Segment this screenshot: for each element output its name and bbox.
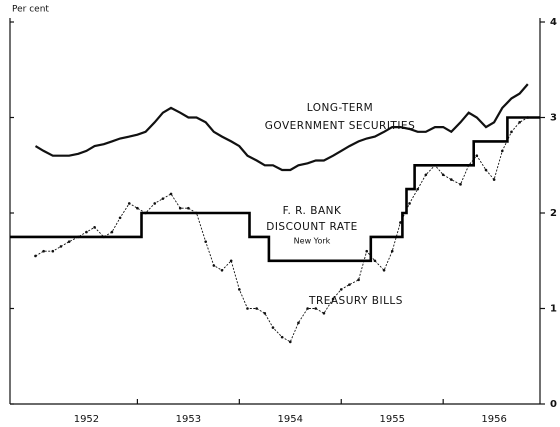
- bills-point: [220, 269, 224, 272]
- bills-point: [51, 249, 55, 253]
- x-tick-label: 1953: [176, 414, 201, 425]
- bills-point: [187, 206, 190, 210]
- bills-point: [42, 249, 45, 253]
- bills-point: [475, 154, 479, 157]
- bills-point: [510, 130, 513, 134]
- bills-point: [492, 178, 496, 181]
- bills-point: [331, 297, 335, 301]
- bills-point: [280, 335, 284, 339]
- bills-point: [161, 197, 165, 200]
- bills-point: [93, 226, 96, 229]
- y-tick-label: 1: [550, 304, 557, 315]
- bills-point: [178, 206, 182, 210]
- y-axis-label: Per cent: [12, 5, 49, 15]
- bills-point: [67, 240, 71, 243]
- annotation: DISCOUNT RATE: [266, 221, 358, 233]
- bills-point: [416, 187, 419, 191]
- bills-point: [297, 321, 300, 325]
- y-tick-label: 4: [550, 17, 557, 28]
- bills-point: [246, 307, 249, 310]
- bills-point: [169, 192, 173, 196]
- x-tick-label: 1956: [481, 414, 506, 425]
- bills-point: [288, 340, 292, 344]
- bills-point: [348, 283, 351, 286]
- bills-point: [500, 149, 504, 153]
- y-tick-label: 3: [550, 113, 557, 124]
- bills-point: [263, 311, 267, 315]
- bills-point: [110, 230, 114, 234]
- bills-point: [365, 249, 369, 253]
- bills-point: [229, 259, 233, 263]
- bills-point: [212, 264, 216, 267]
- bills-point: [399, 221, 402, 224]
- bills-point: [136, 206, 139, 210]
- bills-point: [441, 173, 445, 177]
- discount-rate-line: [10, 116, 540, 263]
- annotation: GOVERNMENT SECURITIES: [265, 120, 416, 132]
- x-tick-label: 1952: [74, 414, 99, 425]
- bills-point: [314, 307, 318, 310]
- bills-point: [127, 202, 131, 205]
- bills-point: [518, 120, 521, 124]
- y-tick-label: 0: [550, 399, 557, 410]
- bills-point: [484, 168, 488, 172]
- bills-point: [85, 230, 88, 234]
- bills-point: [271, 326, 275, 329]
- annotation: LONG-TERM: [307, 102, 373, 114]
- bills-point: [118, 216, 122, 220]
- bills-point: [459, 183, 462, 186]
- bills-point: [255, 307, 258, 310]
- bills-point: [339, 288, 343, 291]
- bills-point: [382, 269, 386, 272]
- bills-point: [424, 173, 428, 177]
- bills-point: [153, 202, 157, 205]
- bills-point: [238, 288, 241, 291]
- bills-point: [390, 249, 394, 253]
- annotation: TREASURY BILLS: [308, 295, 403, 307]
- bills-point: [306, 307, 309, 310]
- bills-point: [408, 202, 411, 205]
- bills-point: [322, 311, 326, 315]
- bills-point: [373, 259, 377, 263]
- annotation: F. R. BANK: [283, 205, 342, 217]
- bills-point: [357, 278, 360, 282]
- bond-line: [34, 83, 529, 172]
- x-tick-label: 1955: [379, 414, 404, 425]
- bills-point: [204, 240, 207, 243]
- bills-point: [450, 178, 453, 181]
- bills-point: [59, 245, 63, 248]
- y-tick-label: 2: [550, 208, 557, 219]
- annotation: New York: [294, 237, 331, 246]
- x-tick-label: 1954: [278, 414, 303, 425]
- bills-point: [34, 254, 37, 258]
